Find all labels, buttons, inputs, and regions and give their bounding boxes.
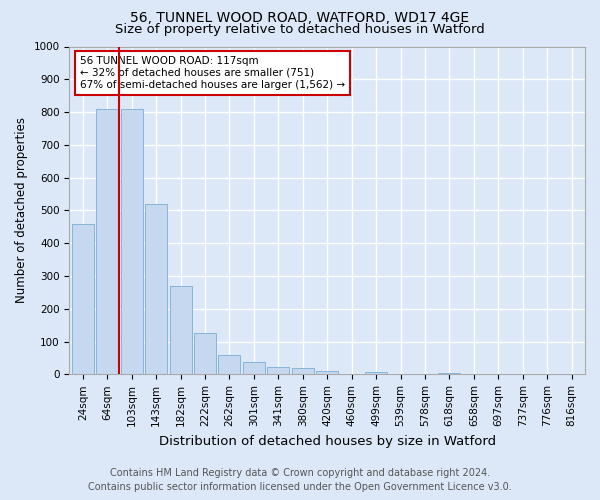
Bar [439, 372, 460, 374]
Text: 56, TUNNEL WOOD ROAD, WATFORD, WD17 4GE: 56, TUNNEL WOOD ROAD, WATFORD, WD17 4GE [130, 12, 470, 26]
Bar [96, 109, 118, 374]
Y-axis label: Number of detached properties: Number of detached properties [15, 118, 28, 304]
Bar [243, 362, 265, 374]
Text: Contains HM Land Registry data © Crown copyright and database right 2024.
Contai: Contains HM Land Registry data © Crown c… [88, 468, 512, 492]
Text: Size of property relative to detached houses in Watford: Size of property relative to detached ho… [115, 22, 485, 36]
Bar [121, 109, 143, 374]
Bar [170, 286, 191, 374]
Bar [268, 367, 289, 374]
X-axis label: Distribution of detached houses by size in Watford: Distribution of detached houses by size … [158, 434, 496, 448]
Bar [316, 371, 338, 374]
Bar [365, 372, 387, 374]
Text: 56 TUNNEL WOOD ROAD: 117sqm
← 32% of detached houses are smaller (751)
67% of se: 56 TUNNEL WOOD ROAD: 117sqm ← 32% of det… [80, 56, 345, 90]
Bar [145, 204, 167, 374]
Bar [292, 368, 314, 374]
Bar [194, 334, 216, 374]
Bar [72, 224, 94, 374]
Bar [218, 356, 241, 374]
